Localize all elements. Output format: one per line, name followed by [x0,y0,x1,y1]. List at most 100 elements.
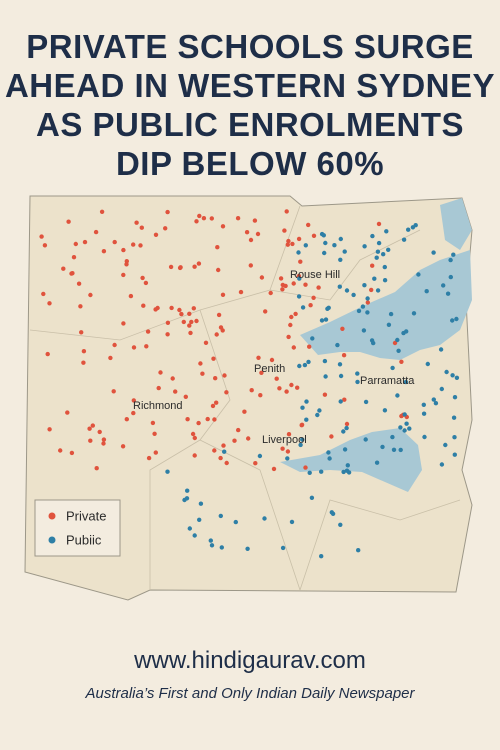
public-dot [285,456,290,461]
private-dot [76,281,82,286]
public-dot [323,240,328,246]
private-dot [200,371,205,376]
public-dot [382,264,387,270]
private-dot [192,453,197,458]
private-dot [134,220,139,225]
public-dot [404,329,409,334]
public-dot [208,538,213,543]
public-dot [198,501,204,506]
public-dot [365,296,370,301]
private-dot [169,305,174,311]
private-dot [94,466,99,471]
private-dot [65,410,70,415]
private-dot [143,280,149,286]
private-dot [322,392,328,397]
private-dot [181,319,186,325]
public-dot [319,469,324,474]
public-dot [257,453,263,459]
private-dot [163,226,168,231]
private-dot [210,403,216,409]
public-dot [371,340,376,346]
private-dot [214,332,219,337]
private-dot [392,340,398,346]
private-dot [277,386,282,391]
private-dot [39,234,44,239]
private-dot [69,271,74,276]
private-dot [165,332,170,337]
private-dot [307,344,312,349]
private-dot [213,376,218,381]
private-dot [141,303,146,308]
title-line: AHEAD IN WESTERN SYDNEY [5,67,495,104]
private-dot [285,449,291,454]
footer-tagline: Australia’s First and Only Indian Daily … [84,685,415,702]
private-dot [87,426,92,431]
public-dot [219,545,224,550]
public-dot [298,442,303,448]
public-dot [448,257,453,263]
title-line: PRIVATE SCHOOLS SURGE [26,28,474,65]
private-dot [128,293,134,299]
private-dot [222,373,227,378]
private-dot [235,216,241,221]
private-dot [311,295,316,300]
private-dot [101,441,106,446]
public-dot [454,375,460,380]
private-dot [209,216,214,221]
private-dot [61,266,66,271]
private-dot [131,398,136,403]
private-dot [259,370,264,375]
public-dot [341,429,346,434]
place-label: Parramatta [360,375,415,387]
private-dot [249,388,254,393]
public-dot [444,369,449,375]
private-dot [282,228,287,233]
public-dot [448,274,453,280]
private-dot [97,429,102,435]
private-dot [290,241,295,247]
public-dot [452,435,457,440]
private-dot [192,435,197,441]
private-dot [194,219,199,224]
private-dot [280,287,285,292]
public-dot [319,231,325,237]
private-dot [88,438,93,443]
public-dot [388,311,394,317]
private-dot [79,330,84,335]
private-dot [291,281,296,286]
private-dot [101,249,107,254]
place-label: Rouse Hill [290,269,340,281]
public-dot [165,469,170,474]
private-dot [90,423,96,428]
public-dot [289,519,295,525]
public-dot [401,237,407,242]
public-dot [356,308,362,314]
private-dot [224,390,229,395]
private-dot [191,306,196,311]
public-dot [319,554,324,559]
private-dot [139,225,144,230]
public-dot [407,426,412,431]
private-dot [224,460,229,466]
private-dot [188,330,193,336]
private-dot [156,385,161,391]
public-dot [296,250,301,255]
map: Rouse Hill Penith Parramatta Richmond Li… [24,195,473,601]
private-dot [259,275,265,280]
public-dot [454,316,459,322]
private-dot [295,385,300,390]
private-dot [278,276,284,281]
private-dot [153,307,158,312]
private-dot [124,417,129,422]
public-dot [355,379,360,385]
public-dot [317,408,322,413]
public-dot [421,411,427,416]
public-dot [355,371,360,376]
private-dot [280,282,285,288]
private-dot [303,282,308,287]
private-dot [111,389,116,394]
private-dot [344,421,350,427]
public-dot [439,386,444,392]
public-dot [300,305,306,310]
public-dot [403,379,409,385]
